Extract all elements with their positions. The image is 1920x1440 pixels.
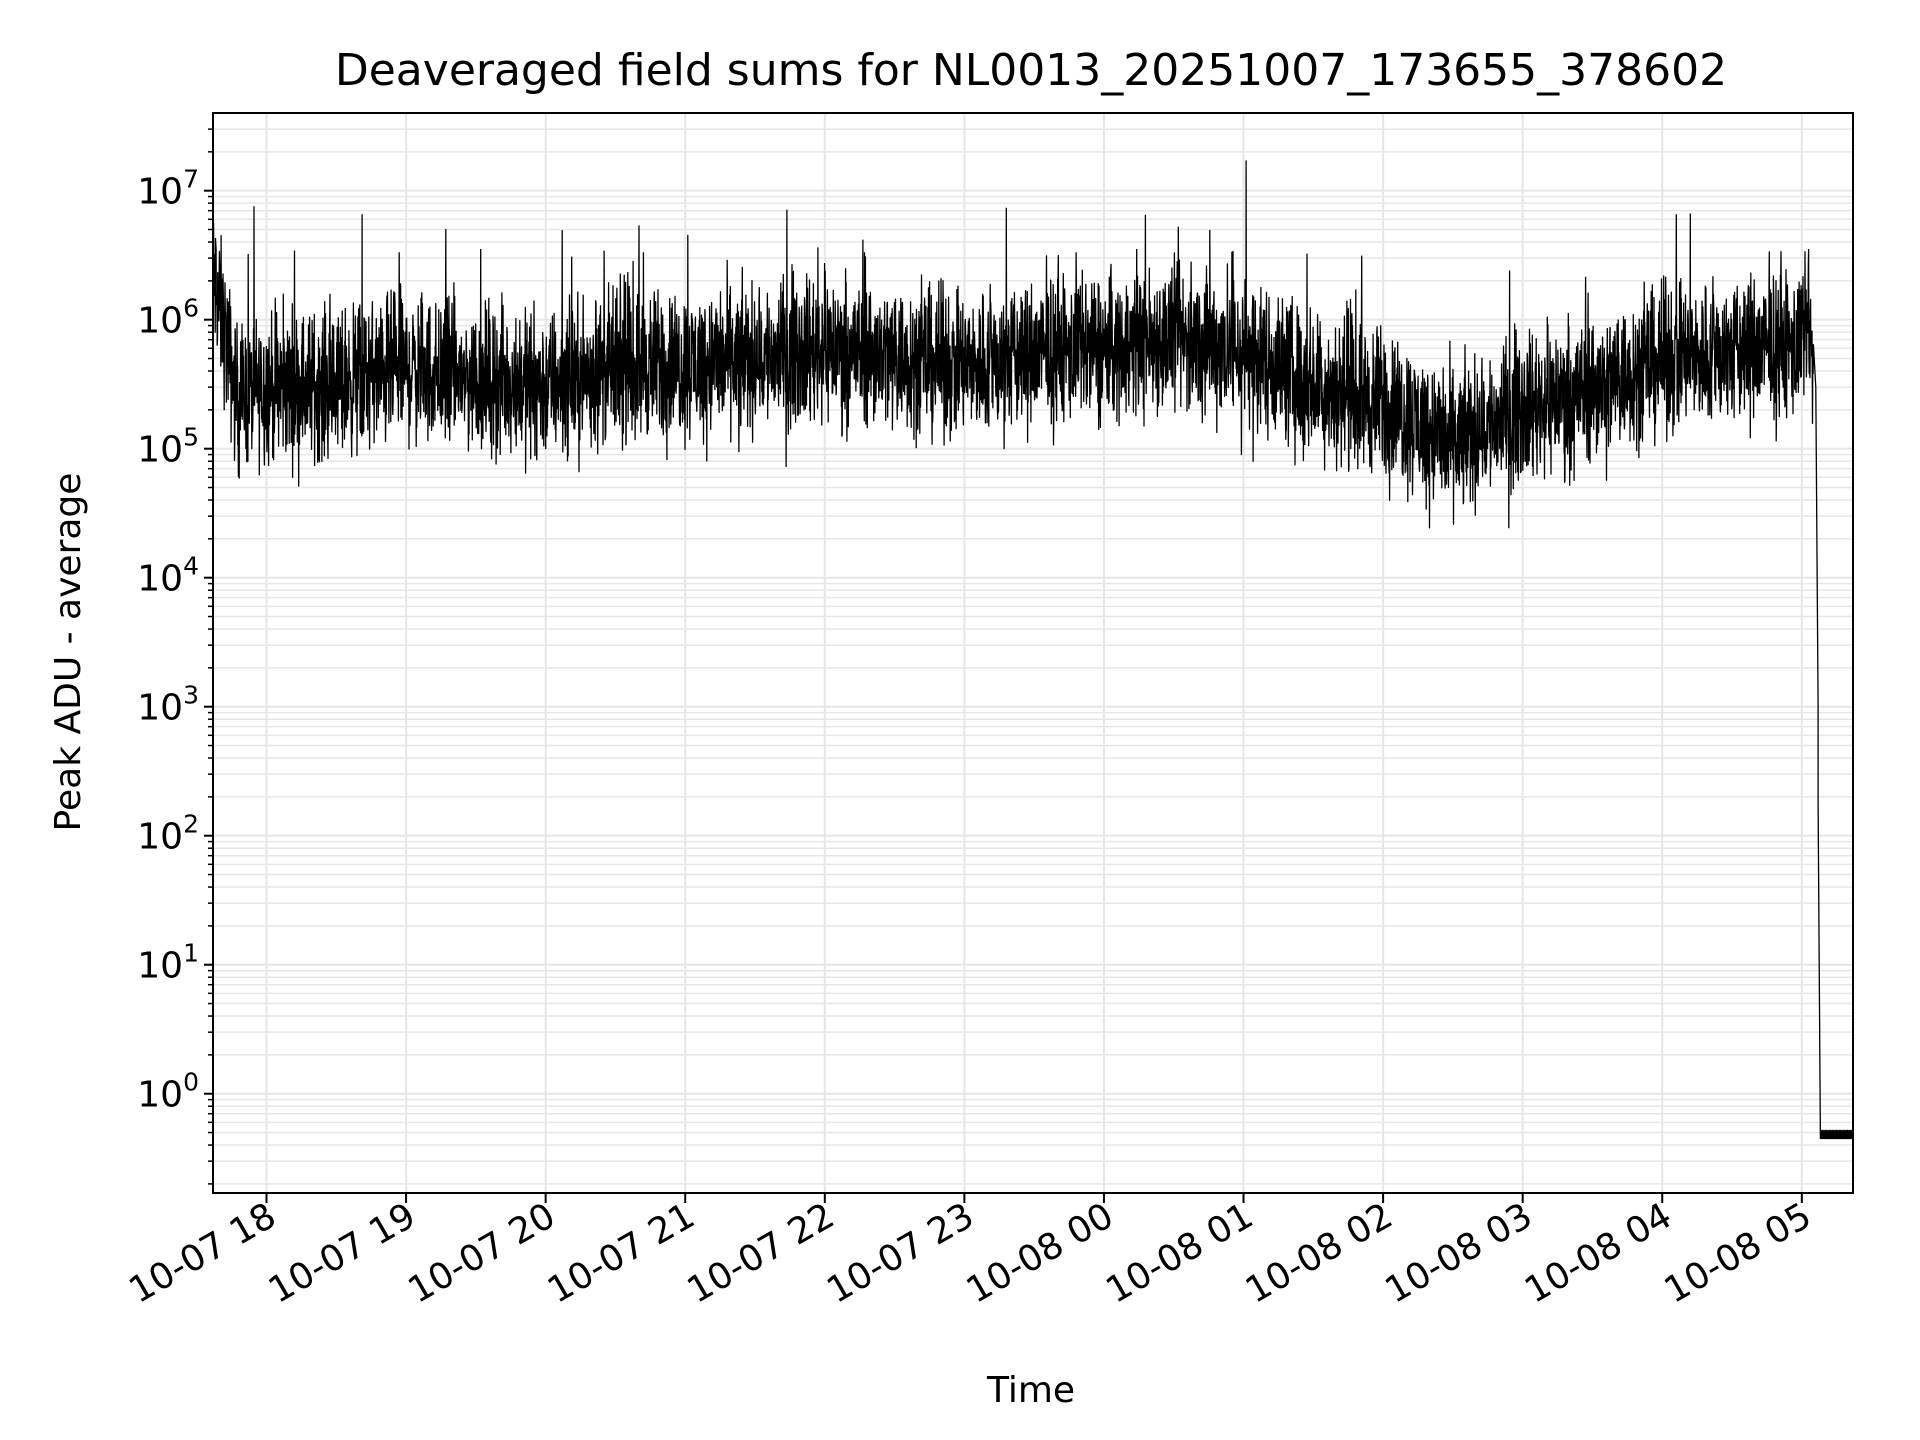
y-axis: 100 101 102 103 104 105 106 107 <box>137 128 213 1185</box>
grid <box>213 113 1853 1193</box>
y-tick-label: 106 <box>137 294 199 342</box>
y-tick-label: 101 <box>137 939 199 987</box>
chart-title: Deaveraged field sums for NL0013_2025100… <box>335 45 1727 96</box>
y-axis-label: Peak ADU - average <box>48 473 89 832</box>
series-line <box>212 160 1854 1140</box>
y-tick-label: 107 <box>137 165 199 213</box>
x-axis-label: Time <box>986 1370 1075 1411</box>
plot-frame <box>212 112 1854 1194</box>
y-tick-label: 100 <box>137 1068 199 1116</box>
y-tick-label: 103 <box>137 681 199 729</box>
y-tick-label: 104 <box>137 552 199 600</box>
y-tick-label: 102 <box>137 810 199 858</box>
plot-area <box>212 160 1854 1140</box>
y-tick-label: 105 <box>137 423 199 471</box>
